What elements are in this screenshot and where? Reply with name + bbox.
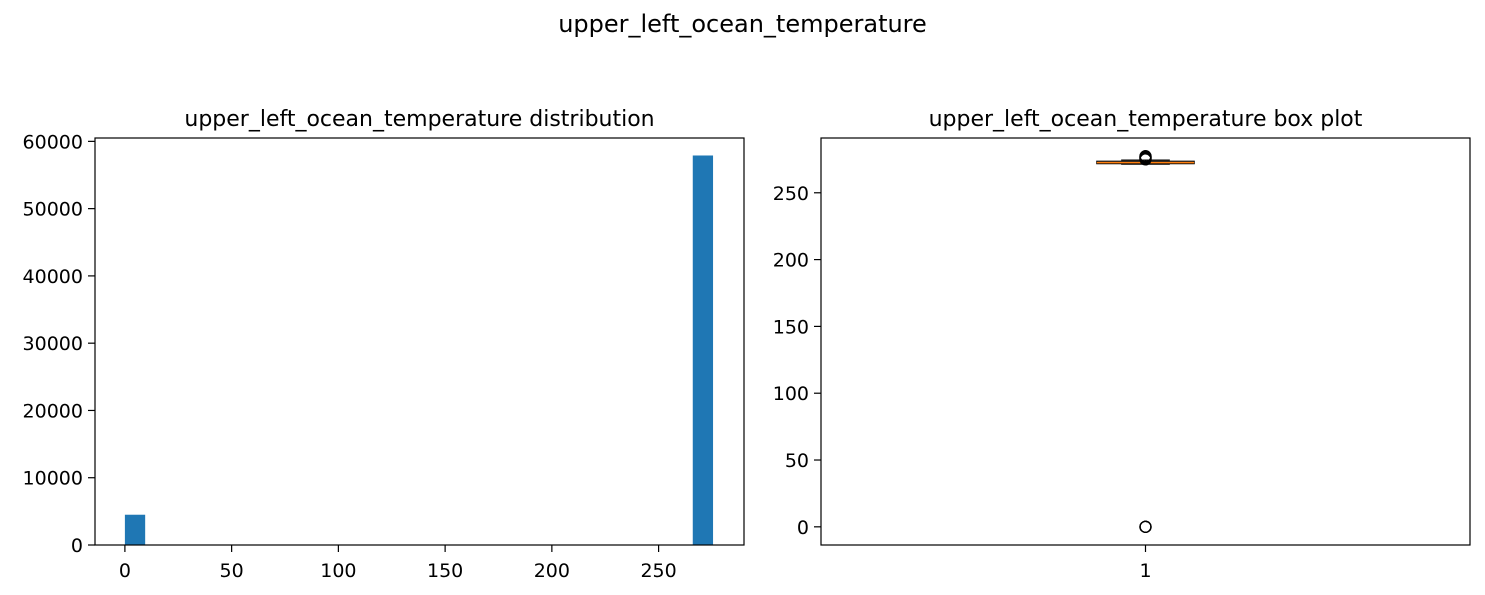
boxplot-y-tick-label: 250 xyxy=(773,183,809,205)
histogram-y-axis: 0 10000 20000 30000 40000 50000 60000 xyxy=(23,131,95,557)
histogram-y-tick-label: 60000 xyxy=(23,131,83,153)
boxplot-y-tick-label: 100 xyxy=(773,383,809,405)
histogram-x-tick-label: 200 xyxy=(534,560,570,582)
boxplot-panel: upper_left_ocean_temperature box plot 0 5… xyxy=(773,107,1471,582)
boxplot-y-tick-label: 150 xyxy=(773,316,809,338)
boxplot-body xyxy=(1096,150,1195,533)
boxplot-outlier xyxy=(1139,520,1152,533)
histogram-bar xyxy=(692,155,714,545)
histogram-y-tick-label: 40000 xyxy=(23,266,83,288)
histogram-panel: upper_left_ocean_temperature distributio… xyxy=(23,107,745,582)
histogram-y-tick-label: 50000 xyxy=(23,199,83,221)
histogram-title: upper_left_ocean_temperature distributio… xyxy=(184,107,654,132)
boxplot-x-axis: 1 xyxy=(1139,545,1152,582)
boxplot-y-tick-label: 0 xyxy=(797,517,809,539)
histogram-x-tick-label: 0 xyxy=(119,560,131,582)
histogram-x-axis: 0 50 100 150 200 250 xyxy=(119,545,677,582)
boxplot-y-tick-label: 200 xyxy=(773,250,809,272)
histogram-x-tick-label: 50 xyxy=(220,560,244,582)
histogram-bars xyxy=(124,155,714,545)
histogram-frame xyxy=(94,137,745,546)
histogram-x-tick-label: 150 xyxy=(427,560,463,582)
histogram-x-tick-label: 100 xyxy=(320,560,356,582)
histogram-x-tick-label: 250 xyxy=(640,560,676,582)
boxplot-outlier xyxy=(1139,150,1152,163)
boxplot-frame xyxy=(820,137,1471,546)
boxplot-y-axis: 0 50 100 150 200 250 xyxy=(773,183,821,539)
histogram-y-tick-label: 30000 xyxy=(23,333,83,355)
histogram-y-tick-label: 0 xyxy=(71,535,83,557)
histogram-y-tick-label: 10000 xyxy=(23,468,83,490)
histogram-y-tick-label: 20000 xyxy=(23,400,83,422)
boxplot-x-tick-label: 1 xyxy=(1139,560,1151,582)
boxplot-title: upper_left_ocean_temperature box plot xyxy=(929,107,1363,132)
figure-title: upper_left_ocean_temperature xyxy=(558,10,927,38)
boxplot-y-tick-label: 50 xyxy=(785,450,809,472)
histogram-bar xyxy=(124,514,146,545)
